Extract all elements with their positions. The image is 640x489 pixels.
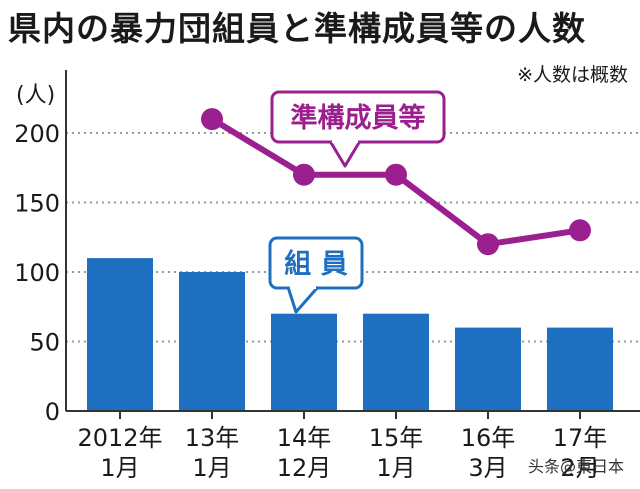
approximation-note: ※人数は概数: [517, 64, 628, 86]
x-tick-label: 1月: [376, 454, 415, 482]
callout-label: 準構成員等: [291, 102, 426, 134]
callout-bar: 組 員: [268, 236, 364, 314]
y-tick-label: 200: [14, 120, 60, 148]
x-tick-label: 2012年: [77, 424, 162, 452]
x-tick-label: 1月: [192, 454, 231, 482]
axes: [65, 70, 640, 419]
x-tick-label: 16年: [461, 424, 516, 452]
axis-labels: 0501001502002012年1月13年1月14年12月15年1月16年3月…: [14, 120, 607, 482]
x-tick-label: 2月: [560, 454, 599, 482]
line-point: [385, 163, 407, 186]
line-point: [569, 219, 591, 242]
watermark: 头条@東日本: [528, 457, 624, 476]
callout-pointer: [286, 286, 320, 314]
x-tick-label: 12月: [277, 454, 332, 482]
chart-title: 県内の暴力団組員と準構成員等の人数: [8, 9, 586, 48]
x-tick-label: 3月: [468, 454, 507, 482]
x-tick-label: 1月: [100, 454, 139, 482]
callout-line: 準構成員等: [270, 90, 446, 168]
bar: [179, 272, 245, 411]
y-tick-label: 100: [14, 259, 60, 287]
x-tick-label: 14年: [277, 424, 332, 452]
line-point: [293, 163, 315, 186]
x-tick-label: 17年: [553, 424, 608, 452]
line-point: [477, 233, 499, 256]
x-tick-label: 15年: [369, 424, 424, 452]
y-tick-label: 150: [14, 190, 60, 218]
bar: [547, 327, 613, 411]
bar: [363, 313, 429, 411]
x-tick-label: 13年: [185, 424, 240, 452]
bar: [271, 313, 337, 411]
line-point: [201, 108, 223, 131]
bar: [87, 258, 153, 411]
y-tick-label: 50: [29, 329, 60, 357]
bar-series: [87, 258, 613, 411]
callout-label: 組 員: [284, 248, 347, 280]
callout-pointer: [328, 140, 362, 168]
line-series: [201, 108, 591, 256]
y-axis-unit-label: (人): [16, 83, 55, 108]
bar: [455, 327, 521, 411]
y-tick-label: 0: [45, 398, 60, 426]
